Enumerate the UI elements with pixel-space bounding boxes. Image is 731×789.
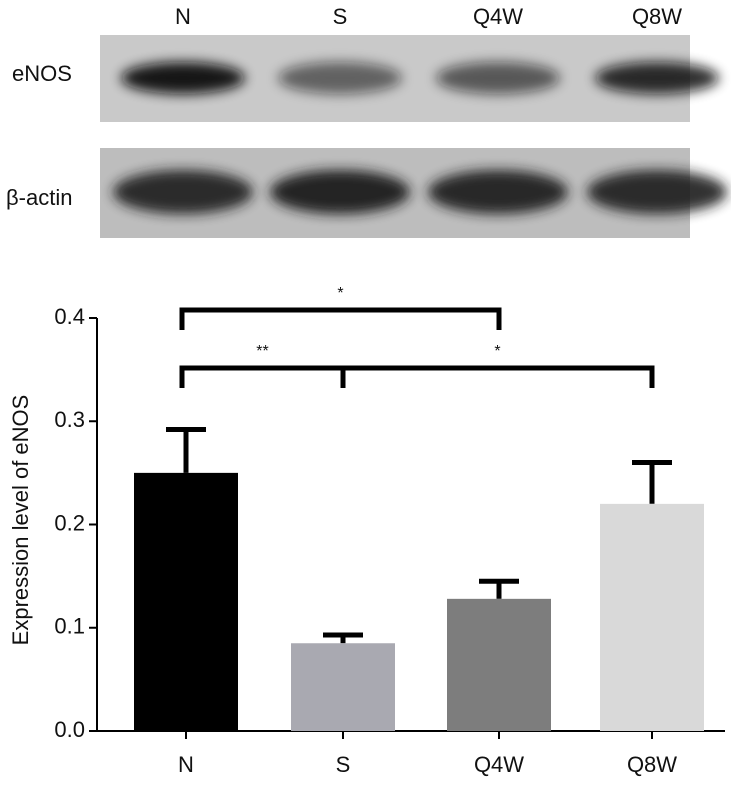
bar (291, 643, 395, 731)
x-tick-label: S (336, 752, 351, 777)
blot-band (587, 170, 727, 214)
blot-band (121, 62, 245, 94)
significance-bracket (179, 365, 346, 388)
significance-label: * (337, 285, 343, 302)
blot-band (278, 62, 402, 94)
bar (600, 503, 704, 731)
bar (447, 598, 551, 731)
y-tick-label: 0.2 (54, 510, 85, 535)
blot-band (113, 170, 253, 214)
blot-band (270, 170, 410, 214)
y-tick-label: 0.1 (54, 614, 85, 639)
blot-band (595, 62, 719, 94)
blot-row-label: β-actin (6, 185, 72, 210)
y-tick-label: 0.0 (54, 717, 85, 742)
y-tick-label: 0.3 (54, 407, 85, 432)
blot-band (428, 170, 568, 214)
blot-band (436, 62, 560, 94)
significance-bracket (340, 365, 655, 388)
lane-label: Q8W (632, 4, 682, 29)
significance-bracket (179, 307, 502, 330)
x-tick-label: N (178, 752, 194, 777)
y-axis-title: Expression level of eNOS (8, 395, 33, 646)
lane-label: Q4W (473, 4, 523, 29)
significance-label: * (494, 343, 500, 360)
lane-label: N (175, 4, 191, 29)
significance-label: ** (256, 343, 268, 360)
y-tick-label: 0.4 (54, 304, 85, 329)
blot-row-label: eNOS (12, 61, 72, 86)
bar (134, 472, 238, 731)
x-tick-label: Q4W (474, 752, 524, 777)
x-tick-label: Q8W (627, 752, 677, 777)
lane-label: S (333, 4, 348, 29)
